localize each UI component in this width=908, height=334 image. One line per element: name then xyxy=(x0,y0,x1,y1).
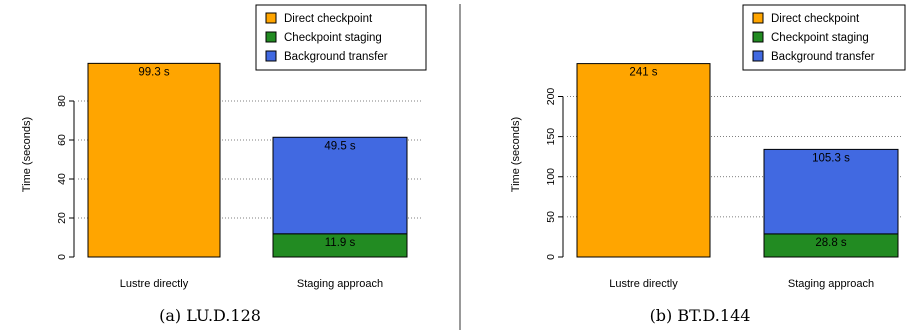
legend-swatch xyxy=(752,12,764,24)
data-label: 28.8 s xyxy=(815,237,847,249)
caption: (b) BT.D.144 xyxy=(650,306,751,325)
legend-box xyxy=(255,4,427,71)
caption: (a) LU.D.128 xyxy=(159,306,261,325)
y-tick-label: 50 xyxy=(545,211,557,223)
chart-panel-2: 0 50 100 150 200 Time (seconds) Lustre directl… xyxy=(510,4,906,325)
legend-box xyxy=(742,4,906,71)
data-label: 11.9 s xyxy=(325,237,356,249)
data-label: 105.3 s xyxy=(812,152,850,164)
data-label: 241 s xyxy=(629,67,657,79)
legend-swatch xyxy=(265,50,277,62)
chart-panel-1: 0 20 40 60 80 Time (seconds) Lustre directly St… xyxy=(21,4,427,325)
bar-background-transfer xyxy=(272,136,408,235)
legend-swatch xyxy=(265,12,277,24)
legend-swatch xyxy=(752,31,764,43)
y-tick-label: 60 xyxy=(56,134,68,146)
legend-swatch xyxy=(265,31,277,43)
y-axis-label: Time (seconds) xyxy=(510,117,522,192)
y-axis-label: Time (seconds) xyxy=(21,117,33,192)
y-tick-label: 100 xyxy=(545,168,557,186)
data-label: 49.5 s xyxy=(324,140,356,152)
legend: Direct checkpoint Checkpoint staging Backg… xyxy=(742,4,906,71)
y-tick-label: 0 xyxy=(56,254,68,260)
legend-entry: Direct checkpoint xyxy=(284,13,373,25)
legend-entry: Background transfer xyxy=(284,51,388,63)
legend-entry: Checkpoint staging xyxy=(284,32,382,44)
legend: Direct checkpoint Checkpoint staging Backg… xyxy=(255,4,427,71)
legend-swatch xyxy=(752,50,764,62)
y-tick-label: 0 xyxy=(545,254,557,260)
x-category-label: Lustre directly xyxy=(609,278,678,290)
legend-entry: Direct checkpoint xyxy=(771,13,860,25)
y-tick-label: 80 xyxy=(56,95,68,107)
bar-background-transfer xyxy=(763,148,899,235)
legend-entry: Checkpoint staging xyxy=(771,32,869,44)
y-tick-label: 200 xyxy=(545,88,557,106)
bar-direct-checkpoint xyxy=(87,62,221,258)
x-category-label: Lustre directly xyxy=(120,278,189,290)
x-category-label: Staging approach xyxy=(297,278,383,290)
legend-entry: Background transfer xyxy=(771,51,875,63)
bar-direct-checkpoint xyxy=(576,63,711,258)
x-category-label: Staging approach xyxy=(788,278,874,290)
y-tick-label: 150 xyxy=(545,128,557,146)
y-tick-label: 20 xyxy=(56,212,68,224)
data-label: 99.3 s xyxy=(138,66,170,78)
y-tick-label: 40 xyxy=(56,173,68,185)
